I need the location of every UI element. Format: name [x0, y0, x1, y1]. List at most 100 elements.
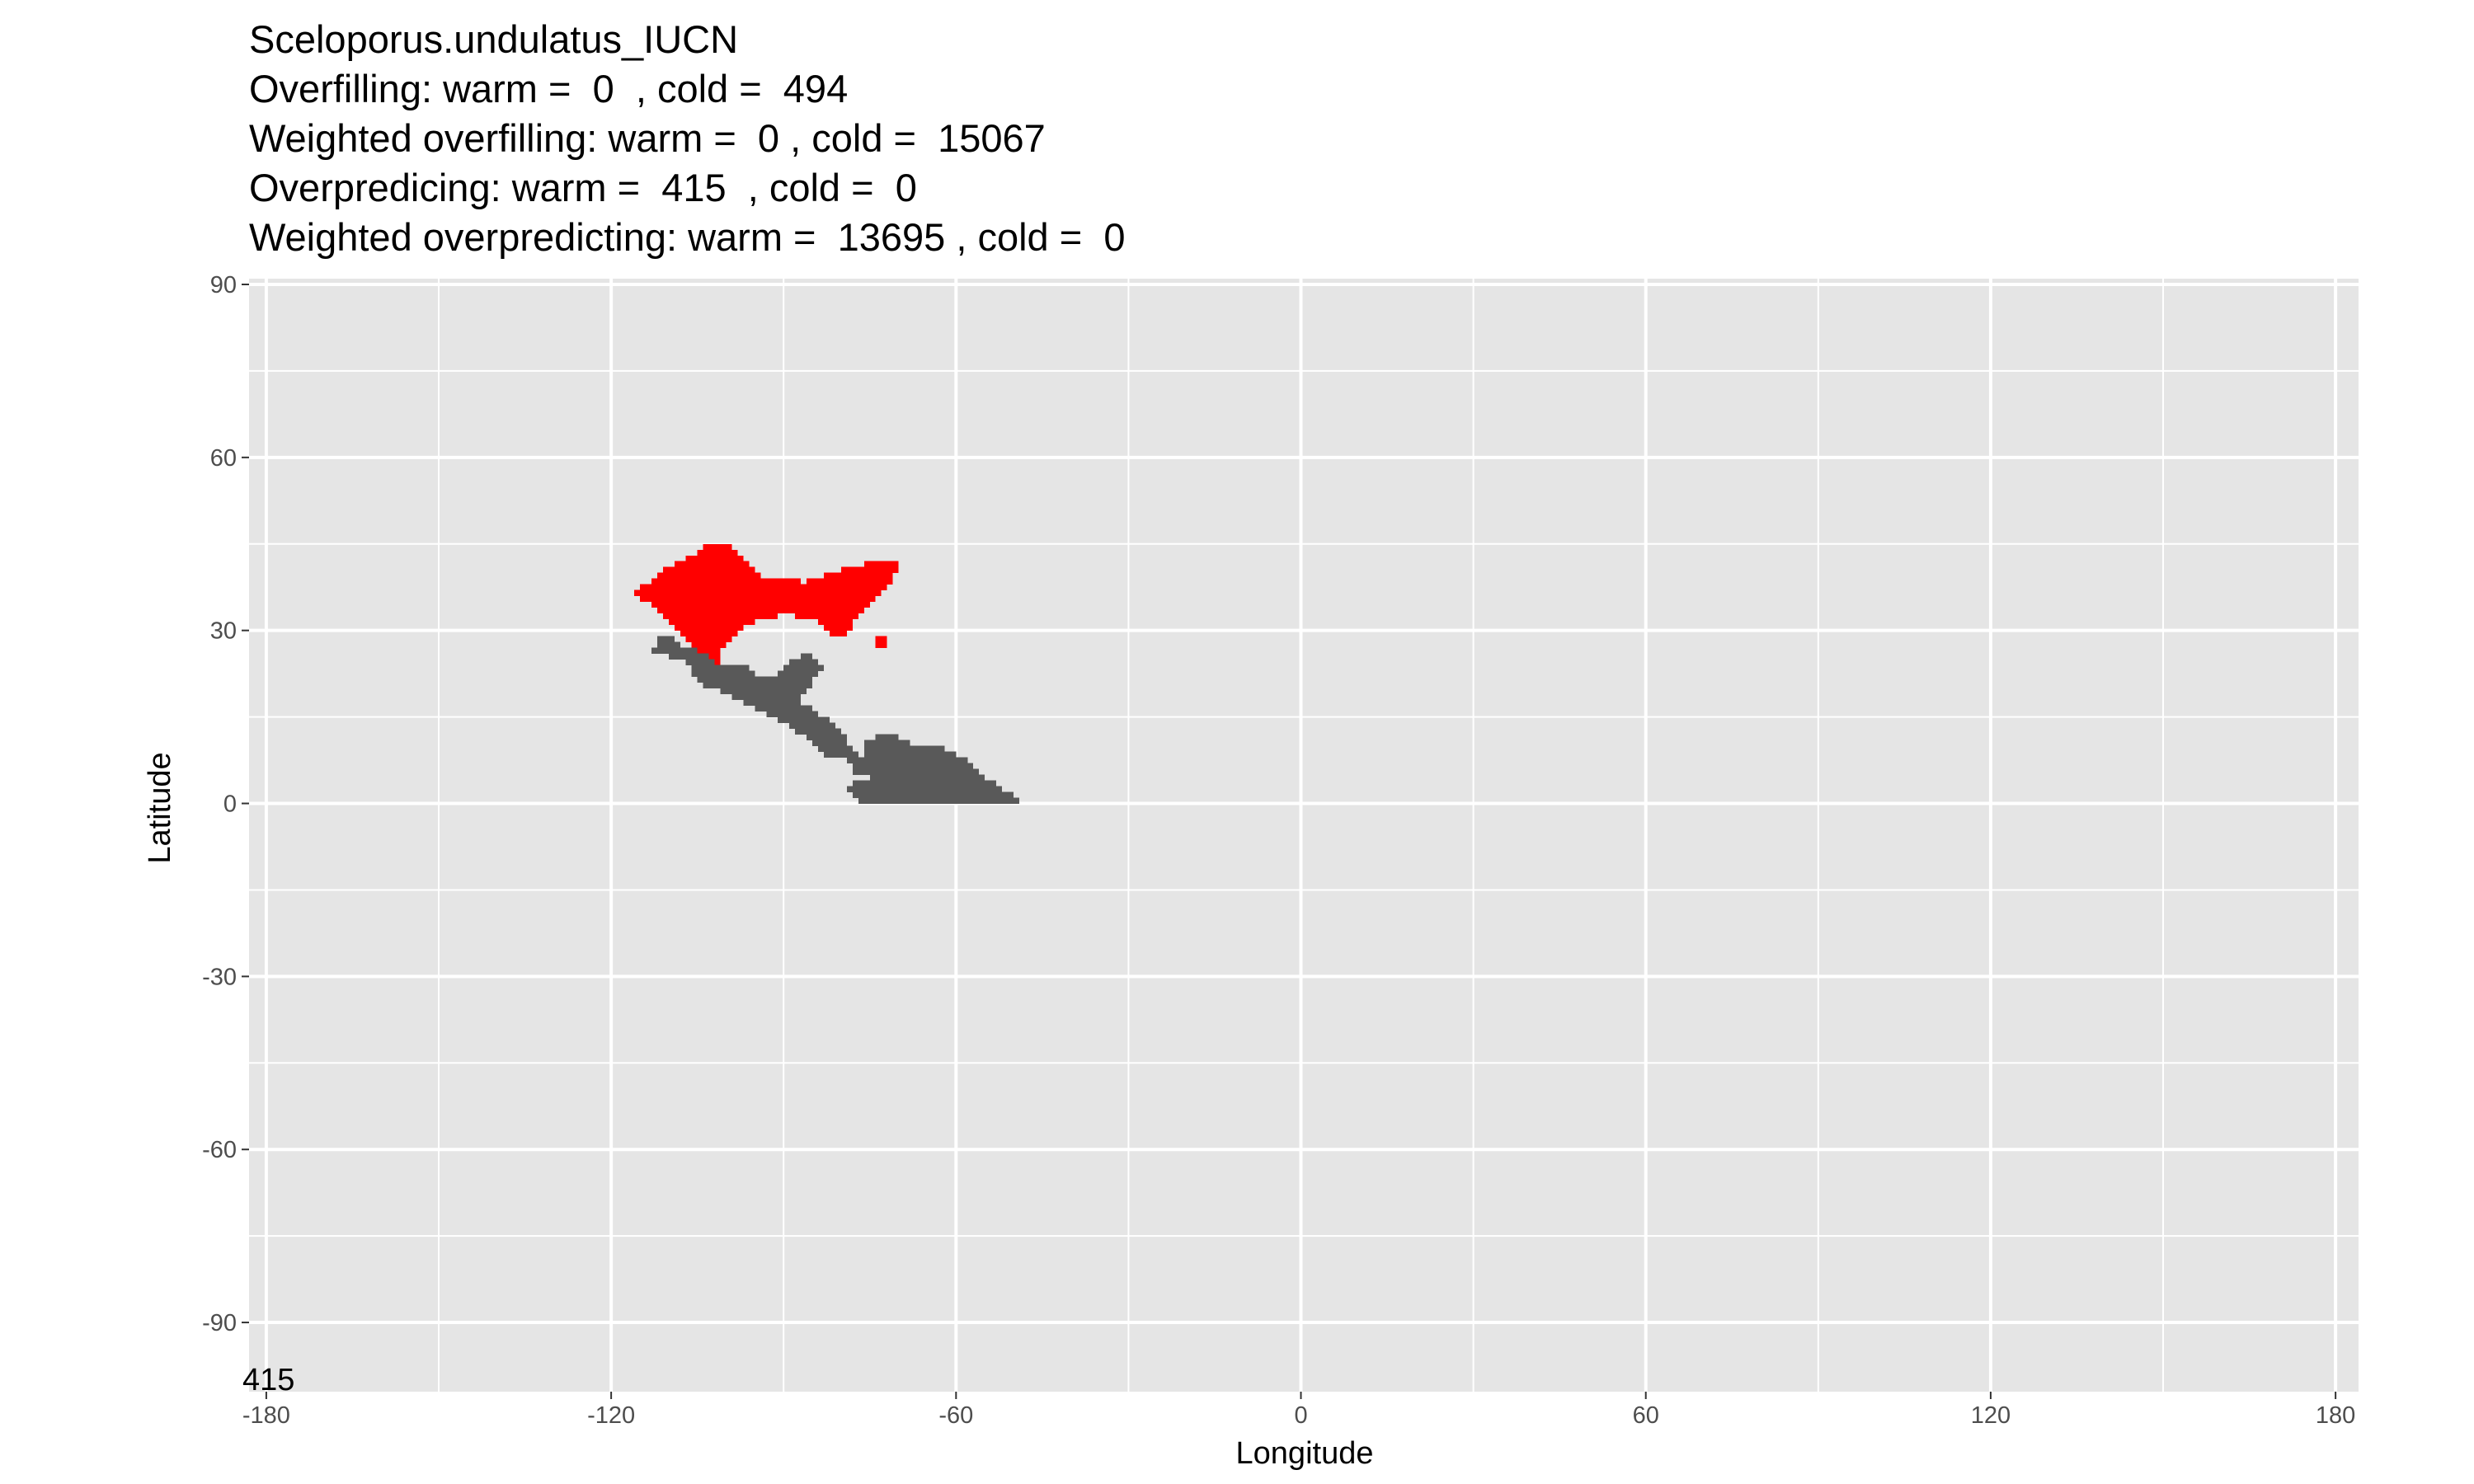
cell-overpredicted_warm [680, 630, 738, 637]
map-cells [633, 543, 1019, 805]
cell-range [869, 774, 985, 782]
cell-overpredicted_warm [668, 618, 755, 626]
x-axis: -180 -120 -60 0 60 120 180 [242, 1392, 2355, 1429]
cell-range [915, 745, 945, 753]
cell-range [755, 705, 813, 712]
x-tick-label: 120 [1971, 1402, 2011, 1429]
grid-major [249, 279, 2359, 1392]
y-tick-label: -90 [202, 1310, 237, 1336]
cell-range [824, 751, 858, 758]
cell-overpredicted_warm [875, 636, 887, 643]
cell-overpredicted_warm [651, 578, 802, 585]
cell-range [668, 653, 709, 660]
y-axis: -90 -60 -30 0 30 60 90 [202, 272, 249, 1336]
cell-overpredicted_warm [691, 641, 727, 649]
x-tick-label: 0 [1294, 1402, 1307, 1429]
y-tick-label: 90 [210, 272, 237, 298]
cell-overpredicted_warm [633, 589, 882, 597]
cell-overpredicted_warm [703, 543, 732, 551]
cell-range [783, 665, 825, 672]
grid-minor [249, 279, 2359, 1392]
cell-overpredicted_warm [807, 578, 893, 585]
title-overpredicting: Overpredicing: warm = 415 , cold = 0 [249, 166, 917, 209]
cell-overpredicted_warm [685, 555, 744, 562]
x-tick-label: -120 [587, 1402, 635, 1429]
cell-overpredicted_warm [875, 641, 887, 649]
cell-overpredicted_warm [863, 561, 899, 568]
cell-range [766, 711, 819, 718]
region-range [651, 636, 1019, 805]
cell-range [691, 670, 755, 678]
cell-range [743, 699, 802, 707]
cell-range [852, 791, 1014, 799]
cell-range [778, 670, 819, 678]
cell-overpredicted_warm [829, 630, 847, 637]
y-tick-label: 30 [210, 618, 237, 645]
cell-overpredicted_warm [656, 572, 761, 580]
x-tick-label: 180 [2316, 1402, 2355, 1429]
cell-range [778, 716, 830, 724]
y-tick-label: -60 [202, 1137, 237, 1163]
region-overpredicted_warm [633, 543, 899, 672]
cell-range [801, 653, 813, 660]
plot-panel [249, 279, 2359, 1392]
title-overfilling: Overfilling: warm = 0 , cold = 494 [249, 67, 849, 110]
panel-annotation: 415 [242, 1363, 294, 1397]
cell-overpredicted_warm [639, 595, 876, 603]
cell-range [807, 734, 847, 741]
cell-overpredicted_warm [662, 613, 778, 620]
cell-range [852, 768, 980, 776]
cell-range [697, 676, 813, 683]
y-tick-label: 60 [210, 445, 237, 472]
cell-range [875, 734, 899, 741]
x-tick-label: -60 [938, 1402, 973, 1429]
y-tick-label: -30 [202, 964, 237, 990]
cell-range [789, 659, 819, 666]
y-axis-title: Latitude [143, 752, 177, 863]
cell-overpredicted_warm [656, 607, 864, 614]
cell-range [863, 745, 916, 753]
title-species: Sceloporus.undulatus_IUCN [249, 17, 739, 61]
cell-range [656, 641, 680, 649]
title-weighted-overfilling: Weighted overfilling: warm = 0 , cold = … [249, 116, 1046, 160]
cell-overpredicted_warm [824, 572, 893, 580]
cell-range [852, 780, 997, 787]
cell-range [852, 763, 974, 770]
cell-range [685, 659, 715, 666]
plot-title: Sceloporus.undulatus_IUCN Overfilling: w… [249, 15, 2393, 262]
x-tick-label: -180 [242, 1402, 290, 1429]
cell-range [818, 745, 853, 753]
cell-overpredicted_warm [703, 653, 721, 660]
cell-overpredicted_warm [662, 566, 755, 574]
cell-overpredicted_warm [639, 584, 887, 591]
cell-range [703, 682, 813, 689]
cell-range [863, 751, 957, 758]
cell-overpredicted_warm [840, 566, 899, 574]
cell-overpredicted_warm [651, 601, 870, 608]
cell-overpredicted_warm [674, 624, 744, 632]
title-weighted-overpredicting: Weighted overpredicting: warm = 13695 , … [249, 215, 1126, 259]
cell-range [656, 636, 675, 643]
cell-range [691, 665, 750, 672]
y-tick-label: 0 [223, 791, 237, 818]
cell-range [812, 740, 847, 747]
x-tick-label: 60 [1633, 1402, 1659, 1429]
cell-overpredicted_warm [697, 549, 738, 556]
cell-range [651, 647, 698, 655]
x-axis-title: Longitude [1236, 1436, 1374, 1471]
cell-overpredicted_warm [824, 624, 853, 632]
cell-overpredicted_warm [697, 647, 721, 655]
cell-range [846, 786, 1003, 793]
cell-range [720, 688, 807, 695]
cell-overpredicted_warm [685, 636, 732, 643]
cell-range [795, 728, 841, 735]
cell-overpredicted_warm [674, 561, 750, 568]
cell-range [863, 740, 910, 747]
cell-range [846, 757, 968, 764]
cell-range [789, 722, 835, 730]
cell-range [858, 797, 1019, 805]
cell-overpredicted_warm [818, 618, 853, 626]
cell-range [731, 693, 802, 701]
cell-overpredicted_warm [795, 613, 858, 620]
